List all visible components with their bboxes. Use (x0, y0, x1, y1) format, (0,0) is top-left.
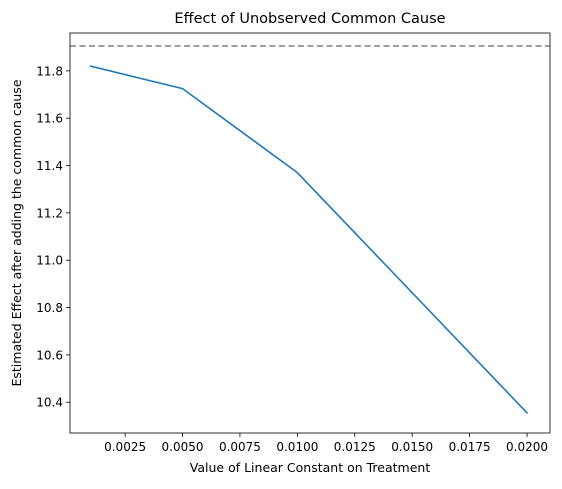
plot-frame (70, 33, 550, 433)
y-tick-label: 11.2 (36, 206, 63, 220)
y-tick-label: 11.8 (36, 64, 63, 78)
y-axis-label: Estimated Effect after adding the common… (9, 79, 24, 386)
y-tick-label: 11.6 (36, 112, 63, 126)
x-tick-label: 0.0150 (391, 440, 433, 454)
y-axis: 10.4 10.6 10.8 11.0 11.2 11.4 11.6 11.8 (36, 64, 70, 409)
x-tick-label: 0.0125 (334, 440, 376, 454)
y-tick-label: 11.0 (36, 254, 63, 268)
x-tick-label: 0.0200 (506, 440, 548, 454)
x-tick-label: 0.0175 (449, 440, 491, 454)
plot-area (70, 46, 550, 413)
x-tick-label: 0.0025 (104, 440, 146, 454)
y-tick-label: 10.6 (36, 348, 63, 362)
x-axis: 0.0025 0.0050 0.0075 0.0100 0.0125 0.0150 0.01… (104, 433, 548, 454)
x-tick-label: 0.0100 (276, 440, 318, 454)
x-tick-label: 0.0075 (219, 440, 261, 454)
y-tick-label: 10.4 (36, 396, 63, 410)
chart-title: Effect of Unobserved Common Cause (174, 11, 445, 27)
x-axis-label: Value of Linear Constant on Treatment (190, 460, 431, 475)
series-line (91, 66, 527, 413)
x-tick-label: 0.0050 (162, 440, 204, 454)
y-tick-label: 10.8 (36, 301, 63, 315)
y-tick-label: 11.4 (36, 159, 63, 173)
